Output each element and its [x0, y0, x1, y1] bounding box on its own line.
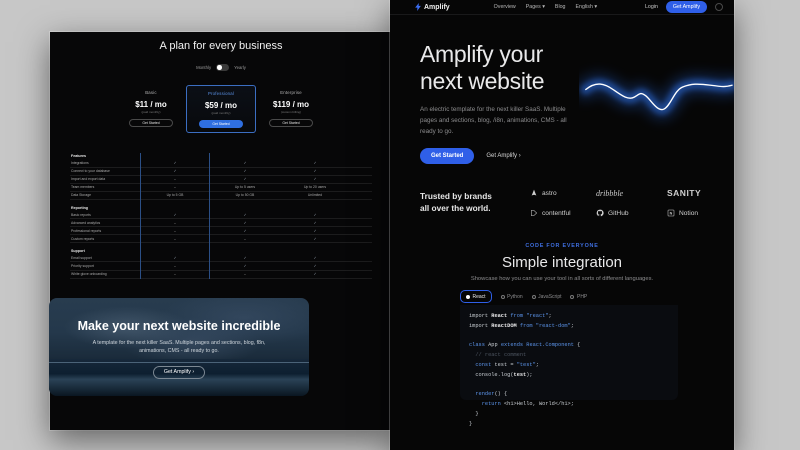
svg-text:N: N: [670, 212, 673, 216]
